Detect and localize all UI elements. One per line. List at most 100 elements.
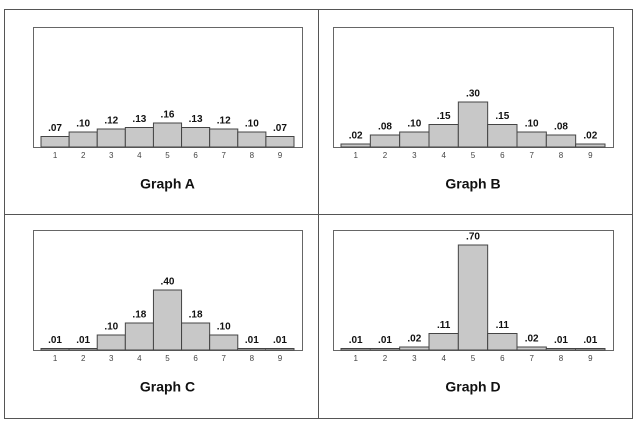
x-tick-label: 2	[383, 354, 388, 363]
bar	[340, 143, 371, 148]
value-label: .10	[407, 119, 421, 130]
bar	[152, 122, 183, 148]
value-label: .13	[132, 114, 146, 125]
x-tick-label: 4	[137, 151, 142, 160]
value-label: .02	[525, 334, 539, 345]
x-tick-label: 7	[221, 354, 226, 363]
bar	[265, 136, 295, 148]
value-label: .02	[583, 131, 597, 142]
x-tick-label: 5	[165, 354, 170, 363]
bar	[369, 348, 401, 351]
bar	[181, 127, 211, 148]
value-label: .12	[104, 116, 118, 127]
bar	[516, 131, 547, 148]
bar	[237, 348, 267, 351]
x-tick-label: 7	[529, 354, 534, 363]
x-tick-label: 3	[109, 354, 114, 363]
chart-title: Graph B	[445, 176, 500, 192]
value-label: .18	[189, 310, 203, 321]
bar	[516, 346, 547, 351]
x-tick-label: 1	[53, 151, 58, 160]
value-label: .40	[161, 277, 175, 288]
x-tick-label: 8	[250, 151, 255, 160]
bar	[209, 128, 239, 148]
x-tick-label: 1	[353, 151, 358, 160]
value-label: .08	[554, 122, 568, 133]
bar	[40, 348, 70, 351]
bar	[575, 348, 606, 351]
bar	[181, 322, 211, 351]
value-label: .18	[132, 310, 146, 321]
x-tick-label: 4	[441, 151, 446, 160]
outer-frame	[4, 9, 633, 419]
value-label: .02	[407, 334, 421, 345]
x-tick-label: 4	[137, 354, 142, 363]
x-tick-label: 8	[250, 354, 255, 363]
value-label: .10	[217, 322, 231, 333]
value-label: .10	[76, 119, 90, 130]
bar	[369, 134, 401, 148]
bar	[68, 131, 98, 148]
value-label: .12	[217, 116, 231, 127]
bar	[40, 136, 70, 148]
x-tick-label: 6	[193, 354, 198, 363]
value-label: .01	[245, 335, 259, 346]
bar	[124, 127, 154, 148]
bar	[124, 322, 154, 351]
value-label: .01	[583, 335, 597, 346]
chart-title: Graph A	[140, 176, 195, 192]
bar	[340, 348, 371, 351]
x-tick-label: 9	[588, 354, 593, 363]
x-tick-label: 7	[221, 151, 226, 160]
value-label: .01	[273, 335, 287, 346]
value-label: .02	[349, 131, 363, 142]
bar	[545, 348, 577, 351]
bar	[545, 134, 577, 148]
x-tick-label: 8	[559, 354, 564, 363]
value-label: .01	[349, 335, 363, 346]
value-label: .01	[76, 335, 90, 346]
value-label: .10	[245, 119, 259, 130]
value-label: .07	[48, 123, 62, 134]
x-tick-label: 5	[471, 151, 476, 160]
bar	[237, 131, 267, 148]
value-label: .01	[378, 335, 392, 346]
value-label: .13	[189, 114, 203, 125]
x-tick-label: 6	[193, 151, 198, 160]
bar	[575, 143, 606, 148]
x-tick-label: 3	[412, 151, 417, 160]
bar	[399, 131, 430, 148]
value-label: .01	[48, 335, 62, 346]
bar	[399, 346, 430, 351]
chart-title: Graph C	[140, 379, 195, 395]
x-tick-label: 8	[559, 151, 564, 160]
x-tick-label: 1	[53, 354, 58, 363]
x-tick-label: 1	[353, 354, 358, 363]
bar	[428, 333, 459, 351]
bar	[96, 334, 126, 351]
bar	[487, 333, 518, 351]
value-label: .15	[495, 111, 509, 122]
value-label: .15	[437, 111, 451, 122]
chart-title: Graph D	[445, 379, 500, 395]
x-tick-label: 2	[383, 151, 388, 160]
x-tick-label: 2	[81, 151, 86, 160]
value-label: .11	[496, 320, 510, 331]
x-tick-label: 3	[412, 354, 417, 363]
value-label: .07	[273, 123, 287, 134]
bar	[96, 128, 126, 148]
x-tick-label: 7	[529, 151, 534, 160]
bar	[152, 289, 183, 351]
value-label: .08	[378, 122, 392, 133]
x-tick-label: 9	[278, 151, 283, 160]
value-label: .30	[466, 89, 480, 100]
bar	[209, 334, 239, 351]
x-tick-label: 3	[109, 151, 114, 160]
x-tick-label: 5	[471, 354, 476, 363]
x-tick-label: 4	[441, 354, 446, 363]
bar	[265, 348, 295, 351]
bar	[457, 101, 489, 148]
value-label: .01	[554, 335, 568, 346]
bar	[428, 124, 459, 148]
